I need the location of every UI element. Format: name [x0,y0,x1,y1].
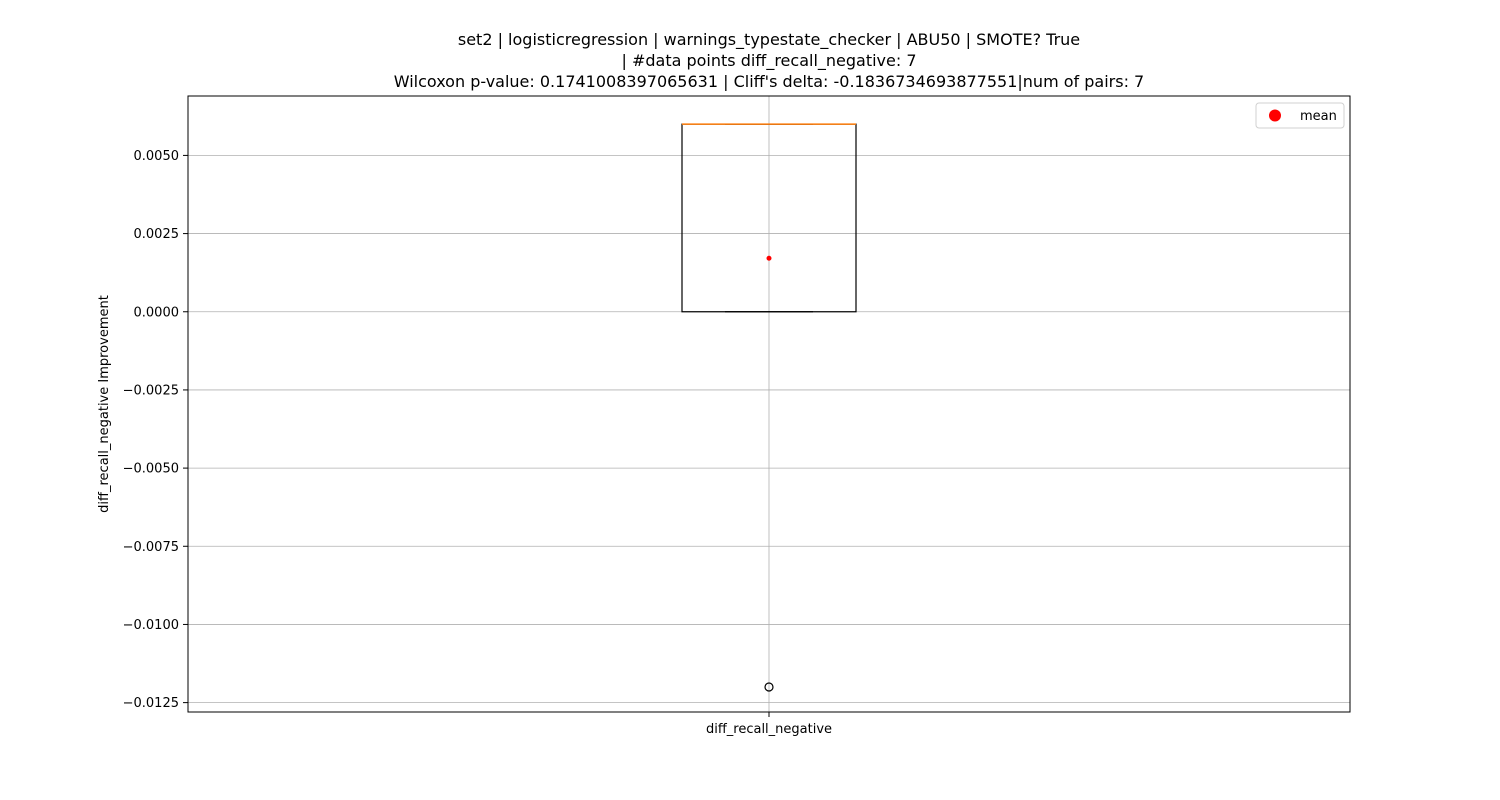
y-tick-label: −0.0075 [123,540,179,555]
chart-title-line-1: set2 | logisticregression | warnings_typ… [457,30,1081,49]
chart-title-line-2: | #data points diff_recall_negative: 7 [621,51,917,70]
y-tick-label: −0.0050 [123,462,179,477]
legend-box [1255,102,1345,129]
axes-frame [187,95,1351,713]
y-tick-label: −0.0100 [123,618,179,633]
y-axis-label: diff_recall_negative Improvement [97,295,112,513]
y-axis-ticks: −0.0125 −0.0100 −0.0075 −0.0050 −0.0025 0.000… [123,149,770,717]
x-tick-label: diff_recall_negative [706,722,832,737]
outlier-point [764,682,774,692]
y-tick-label: 0.0025 [134,227,180,242]
y-tick-label: −0.0125 [123,696,179,711]
y-tick-label: 0.0050 [134,149,180,164]
mean-point [766,255,772,261]
legend-mean-marker [1269,109,1281,122]
box-series [681,123,857,692]
y-tick-label: 0.0000 [134,305,180,320]
y-tick-label: −0.0025 [123,383,179,398]
chart-title-line-3: Wilcoxon p-value: 0.1741008397065631 | C… [393,72,1145,91]
chart-title: set2 | logisticregression | warnings_typ… [0,29,1500,92]
legend-mean-label: mean [1300,109,1337,124]
grid-lines [188,96,1350,712]
legend: mean [1255,102,1345,129]
